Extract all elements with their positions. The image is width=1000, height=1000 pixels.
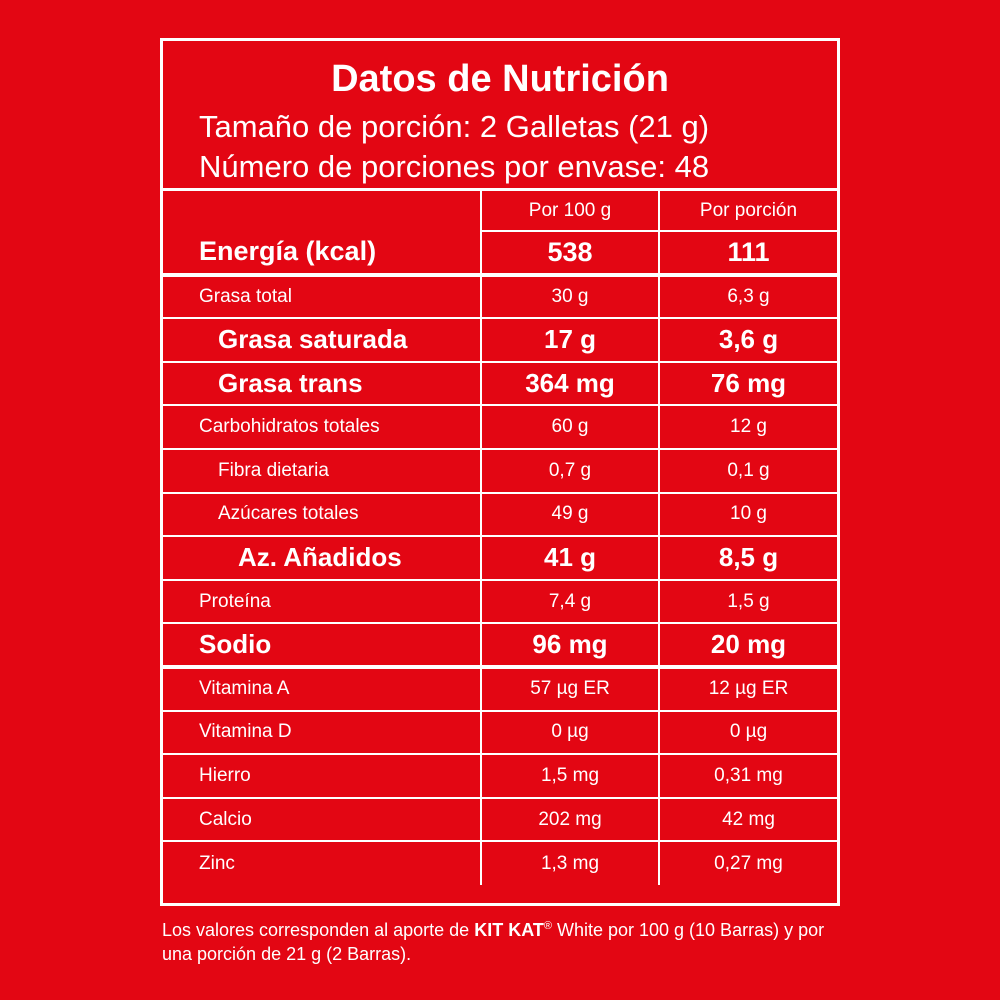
row-value-per-serving: 12 µg ER xyxy=(658,665,837,712)
table-row-iron: Hierro 1,5 mg 0,31 mg xyxy=(163,753,837,799)
row-value-per-100g: 41 g xyxy=(480,535,660,581)
header-blank-cell xyxy=(163,191,482,231)
row-value-per-serving: 8,5 g xyxy=(658,535,837,581)
table-row-sodium: Sodio 96 mg 20 mg xyxy=(163,622,837,669)
row-value-per-serving: 3,6 g xyxy=(658,317,837,363)
table-row-total-sugars: Azúcares totales 49 g 10 g xyxy=(163,491,837,538)
row-value-per-100g: 96 mg xyxy=(480,622,660,669)
table-row-added-sugars: Az. Añadidos 41 g 8,5 g xyxy=(163,535,837,581)
row-label: Grasa total xyxy=(163,273,482,320)
row-label: Fibra dietaria xyxy=(163,447,482,494)
footnote-brand: KIT KAT xyxy=(474,920,544,940)
row-value-per-serving: 0,1 g xyxy=(658,447,837,494)
row-label: Energía (kcal) xyxy=(163,231,482,277)
table-row-vitamin-d: Vitamina D 0 µg 0 µg xyxy=(163,709,837,756)
row-value-per-100g: 0,7 g xyxy=(480,447,660,494)
row-label: Proteína xyxy=(163,578,482,625)
row-value-per-100g: 17 g xyxy=(480,317,660,363)
servings-per-container: Número de porciones por envase: 48 xyxy=(199,149,710,184)
footnote-text-end: White por 100 g (10 Barras) y por una po… xyxy=(162,920,825,964)
nutrition-title: Datos de Nutrición xyxy=(331,58,669,100)
nutrition-header: Datos de Nutrición Tamaño de porción: 2 … xyxy=(163,41,837,191)
table-row-vitamin-a: Vitamina A 57 µg ER 12 µg ER xyxy=(163,665,837,712)
table-row-trans-fat: Grasa trans 364 mg 76 mg xyxy=(163,360,837,407)
row-value-per-serving: 76 mg xyxy=(658,360,837,407)
row-label: Sodio xyxy=(163,622,482,669)
row-value-per-100g: 538 xyxy=(480,230,660,277)
row-value-per-100g: 1,3 mg xyxy=(480,840,660,885)
nutrition-facts-panel: Datos de Nutrición Tamaño de porción: 2 … xyxy=(160,38,840,906)
row-value-per-100g: 1,5 mg xyxy=(480,753,660,799)
table-row-energy: Energía (kcal) 538 111 xyxy=(163,230,837,277)
table-row-saturated-fat: Grasa saturada 17 g 3,6 g xyxy=(163,317,837,363)
row-value-per-100g: 7,4 g xyxy=(480,578,660,625)
row-value-per-serving: 20 mg xyxy=(658,622,837,669)
row-value-per-serving: 42 mg xyxy=(658,796,837,843)
footnote-text-start: Los valores corresponden al aporte de xyxy=(162,920,475,940)
row-label: Vitamina D xyxy=(163,709,482,756)
row-value-per-serving: 0,27 mg xyxy=(658,840,837,885)
row-value-per-100g: 30 g xyxy=(480,273,660,320)
row-value-per-100g: 202 mg xyxy=(480,796,660,843)
row-value-per-serving: 12 g xyxy=(658,404,837,450)
table-row-protein: Proteína 7,4 g 1,5 g xyxy=(163,578,837,625)
row-label: Carbohidratos totales xyxy=(163,404,482,450)
row-value-per-serving: 0 µg xyxy=(658,709,837,756)
row-value-per-100g: 57 µg ER xyxy=(480,665,660,712)
row-value-per-serving: 1,5 g xyxy=(658,578,837,625)
table-row-total-fat: Grasa total 30 g 6,3 g xyxy=(163,273,837,320)
row-value-per-100g: 0 µg xyxy=(480,709,660,756)
row-label: Hierro xyxy=(163,753,482,799)
row-value-per-100g: 60 g xyxy=(480,404,660,450)
column-header-per-serving: Por porción xyxy=(658,191,837,232)
row-value-per-serving: 111 xyxy=(658,230,837,277)
row-value-per-serving: 6,3 g xyxy=(658,273,837,320)
row-label: Vitamina A xyxy=(163,665,482,712)
table-row-carbohydrates: Carbohidratos totales 60 g 12 g xyxy=(163,404,837,450)
row-label: Zinc xyxy=(163,840,482,885)
row-label: Grasa saturada xyxy=(163,317,482,363)
row-value-per-100g: 49 g xyxy=(480,491,660,538)
row-label: Calcio xyxy=(163,796,482,843)
footnote-registered-mark: ® xyxy=(543,920,552,932)
row-label: Azúcares totales xyxy=(163,491,482,538)
table-header-row: Por 100 g Por porción xyxy=(163,191,837,232)
nutrition-table: Por 100 g Por porción Energía (kcal) 538… xyxy=(163,191,837,885)
row-label: Az. Añadidos xyxy=(163,535,482,581)
table-row-zinc: Zinc 1,3 mg 0,27 mg xyxy=(163,840,837,885)
table-row-calcium: Calcio 202 mg 42 mg xyxy=(163,796,837,843)
row-value-per-100g: 364 mg xyxy=(480,360,660,407)
column-header-per-100g: Por 100 g xyxy=(480,191,660,232)
serving-size: Tamaño de porción: 2 Galletas (21 g) xyxy=(199,109,710,144)
row-value-per-serving: 10 g xyxy=(658,491,837,538)
row-label: Grasa trans xyxy=(163,360,482,407)
table-row-fiber: Fibra dietaria 0,7 g 0,1 g xyxy=(163,447,837,494)
footnote: Los valores corresponden al aporte de KI… xyxy=(162,914,842,966)
row-value-per-serving: 0,31 mg xyxy=(658,753,837,799)
